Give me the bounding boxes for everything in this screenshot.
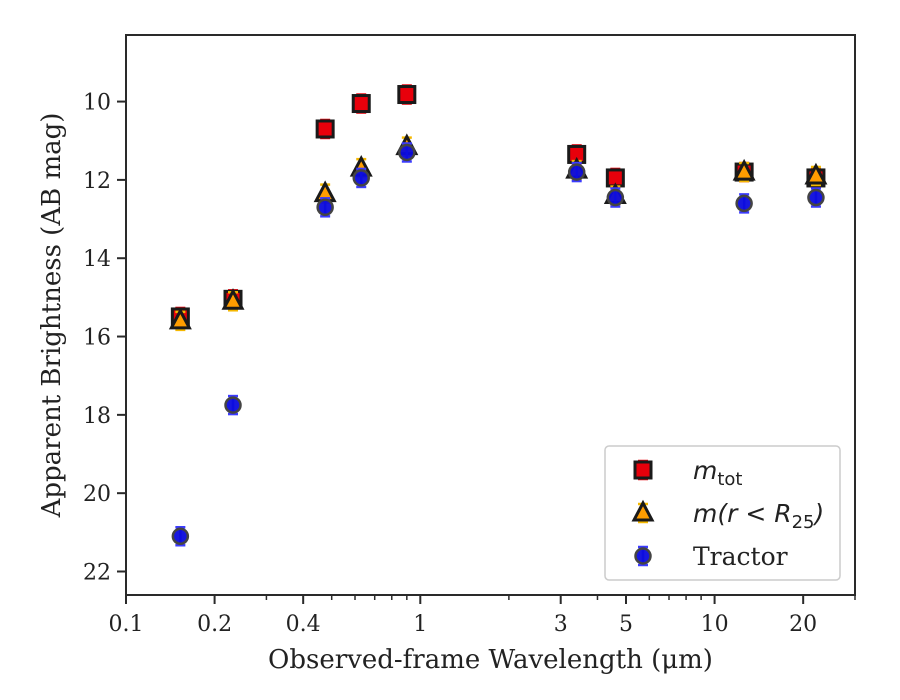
plot-frame <box>125 34 856 596</box>
x-tick-label: 0.1 <box>109 612 144 637</box>
legend-marker <box>634 545 652 567</box>
data-point <box>735 193 753 214</box>
legend-box <box>604 445 841 581</box>
legend-label-main: Tractor <box>693 542 788 571</box>
legend-entry: Tractor <box>634 542 788 571</box>
square-marker <box>315 119 335 139</box>
series-circle <box>171 142 825 547</box>
circle-marker <box>634 547 652 565</box>
legend-marker <box>631 499 655 524</box>
x-tick-label: 3 <box>554 612 568 637</box>
legend: mtot m(r < R25) Tractor <box>604 445 841 581</box>
y-axis-label: Apparent Brightness (AB mag) <box>37 113 67 519</box>
circle-marker <box>224 396 242 414</box>
legend-entry: m(r < R25) <box>631 499 824 533</box>
circle-marker <box>735 194 753 213</box>
data-point <box>224 394 242 416</box>
circle-marker <box>606 188 625 207</box>
data-point <box>567 161 586 183</box>
x-tick-label: 0.2 <box>197 612 232 637</box>
square-marker <box>351 94 371 114</box>
triangle-marker <box>221 288 245 310</box>
triangle-marker <box>732 158 756 181</box>
legend-label: mtot <box>693 456 743 490</box>
y-tick-label: 20 <box>83 482 111 507</box>
triangle-marker <box>804 162 828 185</box>
legend-label: m(r < R25) <box>693 499 824 533</box>
circle-marker <box>398 143 416 162</box>
square-marker <box>633 460 653 480</box>
x-tick-label: 10 <box>701 612 729 637</box>
y-tick-label: 22 <box>83 561 111 586</box>
y-tick-label: 14 <box>83 247 111 272</box>
data-point <box>315 118 335 140</box>
x-tick-label: 5 <box>619 612 633 637</box>
legend-label-tail: ) <box>813 499 825 528</box>
y-tick-label: 16 <box>83 326 111 351</box>
data-point <box>732 158 756 183</box>
y-tick-label: 10 <box>83 91 111 116</box>
data-point <box>606 187 625 208</box>
data-point <box>221 288 245 312</box>
circle-marker <box>352 169 370 187</box>
triangle-marker <box>168 307 192 330</box>
axis-ticks: 0.1 0.2 0.4 1 3 5 10 20 10 12 14 16 18 20 22 <box>83 91 856 637</box>
data-point <box>397 84 417 105</box>
circle-marker <box>316 198 334 217</box>
square-marker <box>397 85 417 105</box>
x-tick-label: 1 <box>413 612 427 637</box>
data-point <box>804 162 828 187</box>
y-tick-label: 18 <box>83 404 111 429</box>
circle-marker <box>807 188 825 207</box>
x-tick-label: 0.4 <box>286 612 321 637</box>
data-point <box>171 526 190 547</box>
data-point <box>807 187 825 208</box>
legend-label-subscript: 25 <box>792 512 815 533</box>
legend-entry: mtot <box>633 456 743 490</box>
data-point <box>351 93 371 114</box>
triangle-marker <box>631 499 655 522</box>
x-tick-label: 20 <box>789 612 817 637</box>
legend-label-main: m(r < R <box>693 499 792 528</box>
data-points <box>168 84 828 547</box>
data-point <box>168 307 192 332</box>
data-point <box>352 167 370 189</box>
legend-label-subscript: tot <box>717 469 742 490</box>
legend-label-main: m <box>693 456 717 485</box>
circle-marker <box>171 527 190 546</box>
x-axis-label: Observed-frame Wavelength (μm) <box>268 645 713 675</box>
legend-label: Tractor <box>693 542 788 571</box>
data-point <box>398 142 416 163</box>
y-tick-label: 12 <box>83 169 111 194</box>
circle-marker <box>567 163 586 181</box>
data-point <box>316 197 334 218</box>
legend-marker <box>633 459 653 481</box>
